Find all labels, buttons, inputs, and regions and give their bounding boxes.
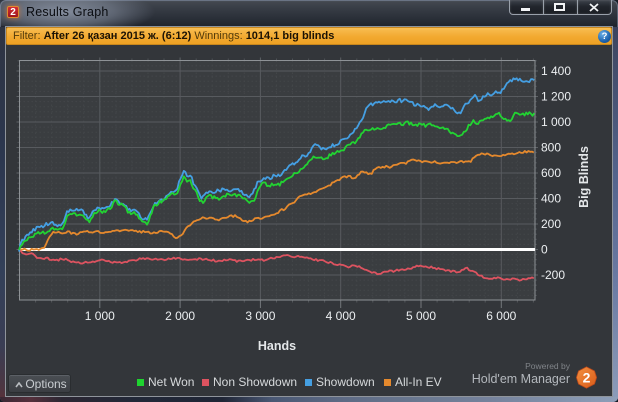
svg-text:-200: -200 [541,268,565,282]
svg-text:400: 400 [541,192,561,206]
svg-text:2: 2 [583,370,591,386]
svg-text:0: 0 [541,243,548,257]
svg-text:800: 800 [541,141,561,155]
svg-text:3 000: 3 000 [245,309,275,323]
svg-text:1 400: 1 400 [541,64,571,78]
svg-text:Hands: Hands [258,339,296,353]
svg-text:6 000: 6 000 [486,309,516,323]
svg-text:5 000: 5 000 [406,309,436,323]
svg-text:2 000: 2 000 [165,309,195,323]
svg-text:200: 200 [541,217,561,231]
svg-text:Big Blinds: Big Blinds [577,146,591,208]
svg-text:1 000: 1 000 [85,309,115,323]
svg-text:4 000: 4 000 [326,309,356,323]
svg-text:600: 600 [541,166,561,180]
svg-text:1 000: 1 000 [541,115,571,129]
svg-text:1 200: 1 200 [541,90,571,104]
